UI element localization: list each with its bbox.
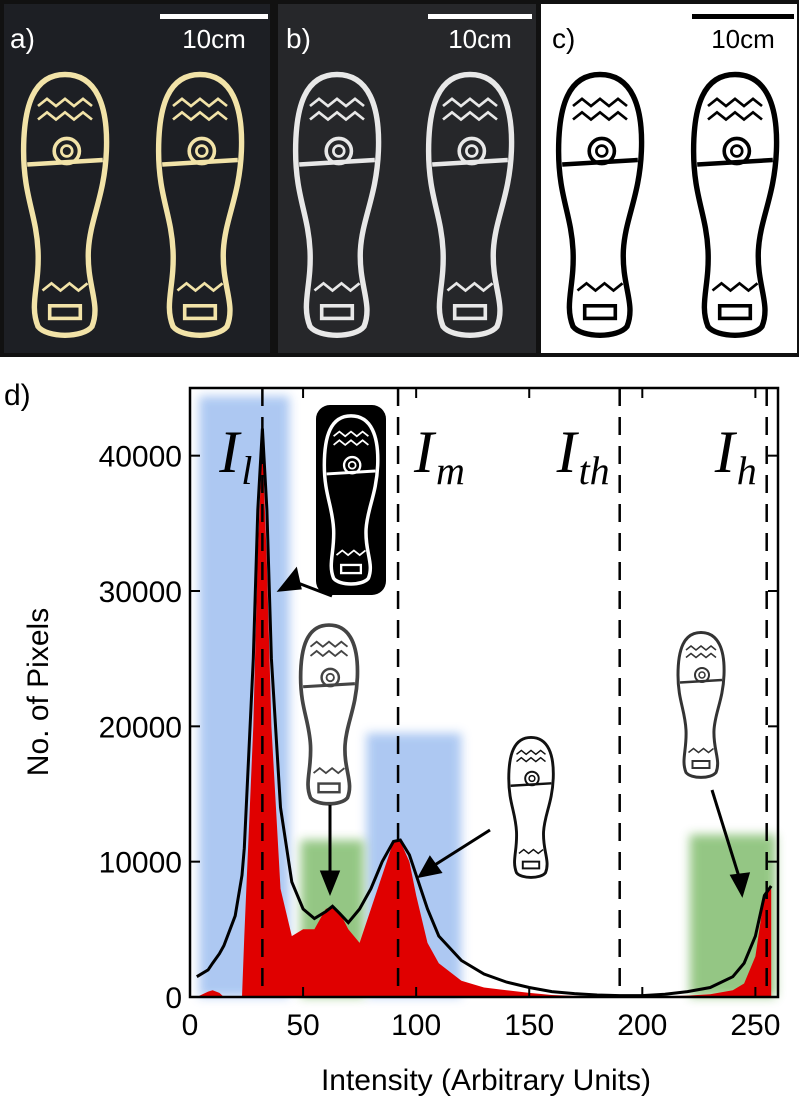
bands	[199, 396, 776, 997]
panel-label: b)	[286, 23, 311, 54]
insets	[280, 405, 748, 894]
threshold-subscript: h	[737, 448, 757, 493]
y-tick-label: 20000	[99, 711, 182, 744]
x-tick-label: 0	[182, 1009, 199, 1042]
x-axis-label: Intensity (Arbitrary Units)	[321, 1064, 651, 1097]
threshold-subscript: l	[241, 448, 252, 493]
threshold-symbol: I	[714, 419, 738, 485]
panel-label: d)	[4, 379, 31, 412]
threshold-symbol: I	[556, 419, 580, 485]
y-tick-label: 10000	[99, 847, 182, 880]
scale-label: 10cm	[448, 24, 512, 54]
x-tick-label: 50	[286, 1009, 319, 1042]
y-axis-label: No. of Pixels	[22, 608, 55, 776]
y-tick-label: 30000	[99, 576, 182, 609]
scale-label: 10cm	[711, 24, 775, 54]
photo-panels	[0, 0, 799, 357]
panel-label: c)	[552, 23, 575, 54]
figure: a) 10cm b) 10cm c) 10cm d) Intensity (Ar…	[0, 0, 799, 1101]
panel-label: a)	[10, 23, 35, 54]
threshold-symbol: I	[413, 419, 437, 485]
x-tick-label: 250	[730, 1009, 780, 1042]
y-tick-label: 0	[165, 982, 182, 1015]
threshold-subscript: th	[579, 448, 610, 493]
x-tick-label: 150	[504, 1009, 554, 1042]
threshold-symbol: I	[218, 419, 242, 485]
threshold-subscript: m	[436, 448, 465, 493]
x-tick-label: 200	[617, 1009, 667, 1042]
x-tick-label: 100	[391, 1009, 441, 1042]
scale-label: 10cm	[182, 24, 246, 54]
y-tick-label: 40000	[99, 441, 182, 474]
